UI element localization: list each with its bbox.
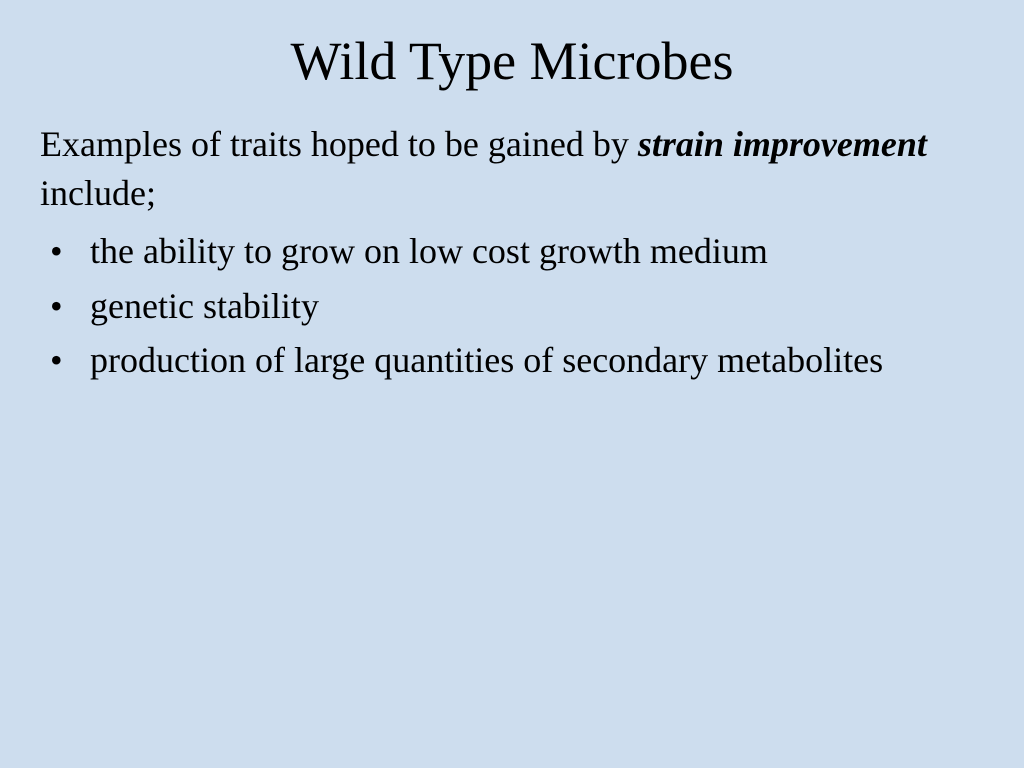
list-item: production of large quantities of second… [40, 336, 984, 385]
intro-prefix: Examples of traits hoped to be gained by [40, 124, 638, 164]
bullet-list: the ability to grow on low cost growth m… [40, 227, 984, 385]
intro-paragraph: Examples of traits hoped to be gained by… [40, 120, 984, 217]
list-item: genetic stability [40, 282, 984, 331]
slide-title: Wild Type Microbes [40, 30, 984, 92]
intro-suffix: include; [40, 173, 156, 213]
intro-emphasis: strain improvement [638, 124, 927, 164]
list-item: the ability to grow on low cost growth m… [40, 227, 984, 276]
